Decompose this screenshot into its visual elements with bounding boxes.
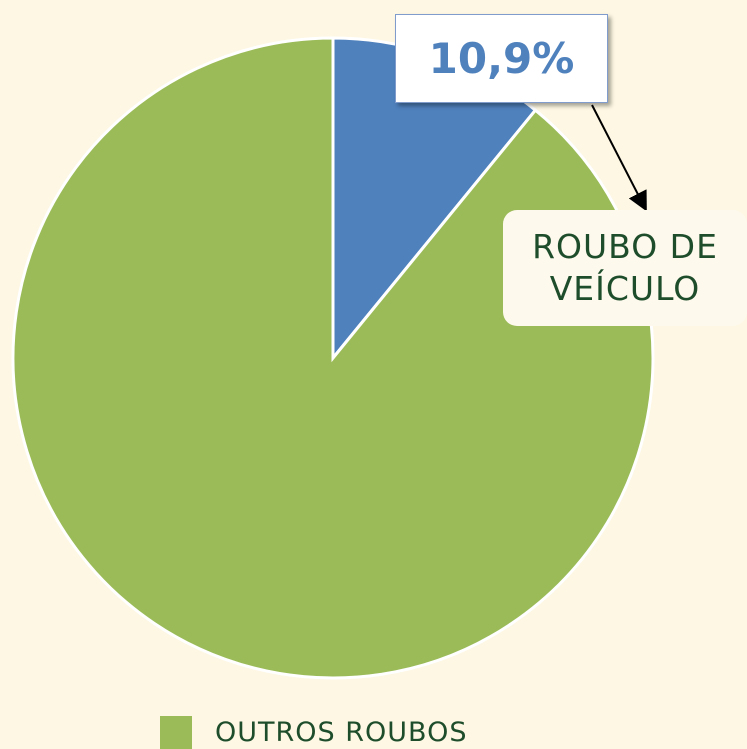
pie-slice	[11, 36, 655, 680]
slice-label: ROUBO DE VEÍCULO	[503, 210, 747, 326]
legend-swatch	[160, 716, 192, 749]
value-label: 10,9%	[395, 14, 608, 103]
legend-label: OUTROS ROUBOS	[215, 717, 468, 748]
legend: OUTROS ROUBOS	[160, 716, 467, 749]
pie	[11, 36, 655, 680]
callout-arrow	[591, 104, 647, 212]
